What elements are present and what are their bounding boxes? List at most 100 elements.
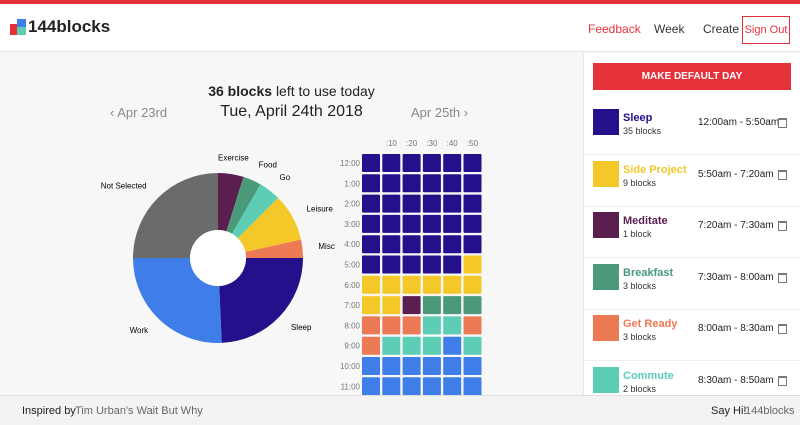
- block-cell: [362, 336, 380, 355]
- footer: Inspired by Tim Urban's Wait But Why Say…: [0, 395, 800, 425]
- block-cell: [422, 377, 441, 395]
- row-label: 7:00: [344, 301, 360, 310]
- block-cell: [362, 154, 380, 172]
- slice-label: Food: [259, 161, 277, 170]
- block-cell: [422, 235, 441, 254]
- inspired: Inspired by: [22, 405, 76, 417]
- current-date: Tue, April 24th 2018: [220, 103, 363, 120]
- block-cell: [443, 154, 462, 172]
- next-label[interactable]: Apr 25th: [411, 105, 461, 120]
- brand[interactable]: 144blocks: [28, 17, 111, 36]
- block-cell: [443, 357, 462, 375]
- activity-time: 5:50am - 7:20am: [698, 168, 774, 180]
- slice: [232, 184, 279, 239]
- donut-hole: [190, 230, 246, 286]
- main: 36 blocks left to use today ‹ Apr 23rd T…: [0, 53, 583, 395]
- block-cell: [362, 377, 380, 395]
- slice-label: Leisure: [307, 205, 334, 214]
- delete-button[interactable]: [778, 169, 787, 180]
- header: 144blocks Feedback Week Create Sign Out: [0, 4, 800, 52]
- activity-name: Get Ready: [623, 318, 678, 330]
- slice-label: Sleep: [291, 323, 312, 332]
- activity-icon: [593, 160, 619, 187]
- slice-label: Go: [279, 173, 290, 182]
- row-label: 3:00: [344, 220, 360, 229]
- prev-day[interactable]: ‹ Apr 23rd: [110, 105, 168, 120]
- nav-link[interactable]: Feedback: [588, 22, 641, 36]
- activity-icon: [593, 263, 619, 290]
- block-cell: [362, 214, 380, 233]
- activity-blocks: 9 blocks: [623, 177, 657, 188]
- activity-name: Breakfast: [623, 266, 674, 279]
- block-cell: [402, 174, 421, 193]
- row-label: 5:00: [344, 261, 360, 270]
- prev-label[interactable]: Apr 23rd: [117, 105, 168, 120]
- block-cell: [382, 154, 401, 172]
- slice: [133, 258, 222, 343]
- block-cell: [422, 275, 441, 294]
- column-label: :30: [426, 139, 438, 148]
- activity-name: Sleep: [623, 112, 653, 124]
- block-cell: [402, 235, 421, 254]
- activity-item[interactable]: Commute 2 blocks 8:30am - 8:50am: [584, 362, 800, 396]
- block-cell: [443, 316, 462, 335]
- block-cell: [443, 194, 462, 213]
- slice: [237, 197, 301, 252]
- row-label: 9:00: [344, 342, 360, 351]
- activity-name: Commute: [623, 369, 674, 382]
- block-cell: [382, 336, 401, 355]
- column-label: :50: [467, 139, 479, 148]
- activity-item[interactable]: Sleep 35 blocks 12:00am - 5:50am: [584, 104, 800, 155]
- block-cell: [402, 377, 421, 395]
- next-day[interactable]: Apr 25th ›: [411, 105, 469, 120]
- slice-label: Misc: [318, 242, 334, 251]
- summary: 36 blocks left to use today: [0, 83, 583, 99]
- footer-brand[interactable]: 144blocks: [745, 405, 795, 417]
- activity-item[interactable]: Get Ready 3 blocks 8:00am - 8:30am: [584, 310, 800, 361]
- block-cell: [463, 357, 482, 375]
- nav-link[interactable]: Week: [654, 22, 685, 36]
- delete-button[interactable]: [778, 272, 787, 283]
- nav-link[interactable]: Create: [703, 22, 740, 36]
- block-cell: [443, 235, 462, 254]
- default-day-button[interactable]: MAKE DEFAULT DAY: [593, 63, 791, 90]
- block-cell: [362, 316, 380, 335]
- block-cell: [443, 275, 462, 294]
- row-label: 1:00: [344, 179, 360, 188]
- activity-item[interactable]: Meditate 1 block 7:20am - 7:30am: [584, 207, 800, 258]
- row-label: 10:00: [340, 362, 361, 371]
- block-cell: [463, 214, 482, 233]
- activity-icon: [593, 212, 619, 238]
- block-cell: [443, 255, 462, 274]
- activity-blocks: 1 block: [623, 229, 652, 239]
- block-cell: [362, 235, 380, 254]
- activity-item[interactable]: Breakfast 3 blocks 7:30am - 8:00am: [584, 259, 800, 310]
- block-cell: [382, 296, 401, 315]
- inspired-link[interactable]: Tim Urban's Wait But Why: [75, 405, 203, 417]
- activity-icon: [593, 109, 619, 135]
- delete-button[interactable]: [778, 324, 787, 334]
- row-label: 2:00: [344, 200, 360, 209]
- activity-time: 7:30am - 8:00am: [698, 271, 774, 283]
- activity-blocks: 2 blocks: [623, 383, 657, 394]
- blocks-left: 36 blocks: [208, 83, 273, 99]
- block-cell: [402, 336, 421, 355]
- summary-text: left to use today: [275, 83, 375, 99]
- sign-out-button[interactable]: Sign Out: [742, 16, 790, 44]
- activity-item[interactable]: Side Project 9 blocks 5:50am - 7:20am: [584, 156, 800, 207]
- block-cell: [382, 174, 401, 193]
- block-cell: [422, 336, 441, 355]
- block-cell: [402, 357, 421, 375]
- activity-time: 8:00am - 8:30am: [698, 323, 774, 334]
- block-cell: [362, 357, 380, 375]
- say-hi: Say Hi!: [711, 405, 747, 417]
- column-label: :20: [406, 139, 418, 148]
- delete-button[interactable]: [778, 221, 787, 231]
- slice-label: Not Selected: [101, 182, 147, 191]
- delete-button[interactable]: [778, 375, 787, 386]
- block-cell: [463, 154, 482, 172]
- delete-button[interactable]: [778, 118, 787, 128]
- block-cell: [422, 214, 441, 233]
